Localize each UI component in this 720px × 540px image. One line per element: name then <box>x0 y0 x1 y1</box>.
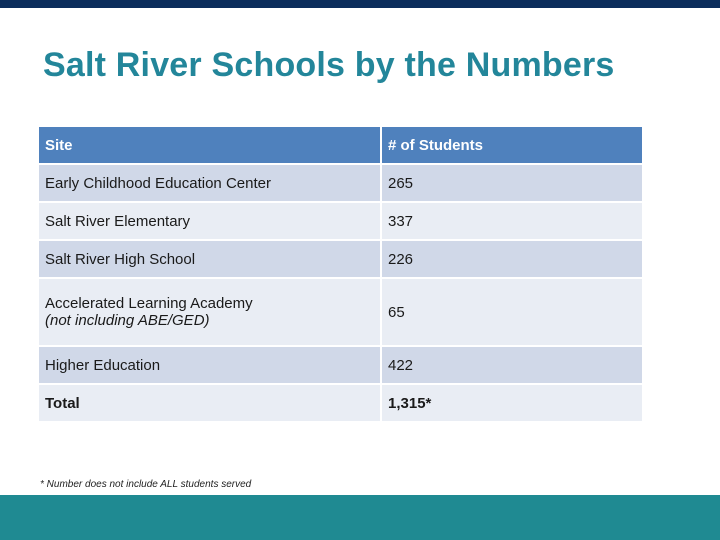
total-value-cell: 1,315* <box>380 383 644 423</box>
bottom-banner-bar <box>0 495 720 540</box>
table-row: Salt River Elementary 337 <box>37 201 644 241</box>
table-total-row: Total 1,315* <box>37 383 644 423</box>
students-cell: 65 <box>380 277 644 347</box>
footnote: * Number does not include ALL students s… <box>40 479 252 490</box>
students-cell: 265 <box>380 163 644 203</box>
top-banner-bar <box>0 0 720 8</box>
site-note: (not including ABE/GED) <box>45 312 210 329</box>
table-row: Accelerated Learning Academy (not includ… <box>37 277 644 347</box>
total-label-cell: Total <box>37 383 382 423</box>
students-table: Site # of Students Early Childhood Educa… <box>37 125 644 423</box>
table-row: Salt River High School 226 <box>37 239 644 279</box>
site-name: Accelerated Learning Academy <box>45 295 253 312</box>
students-cell: 337 <box>380 201 644 241</box>
site-cell: Accelerated Learning Academy (not includ… <box>37 277 382 347</box>
table-header-row: Site # of Students <box>37 125 644 165</box>
table-row: Higher Education 422 <box>37 345 644 385</box>
header-site: Site <box>37 125 382 165</box>
header-students: # of Students <box>380 125 644 165</box>
slide-title: Salt River Schools by the Numbers <box>43 46 615 84</box>
students-cell: 226 <box>380 239 644 279</box>
site-cell: Salt River High School <box>37 239 382 279</box>
site-cell: Higher Education <box>37 345 382 385</box>
site-cell: Salt River Elementary <box>37 201 382 241</box>
students-cell: 422 <box>380 345 644 385</box>
table-row: Early Childhood Education Center 265 <box>37 163 644 203</box>
site-cell: Early Childhood Education Center <box>37 163 382 203</box>
